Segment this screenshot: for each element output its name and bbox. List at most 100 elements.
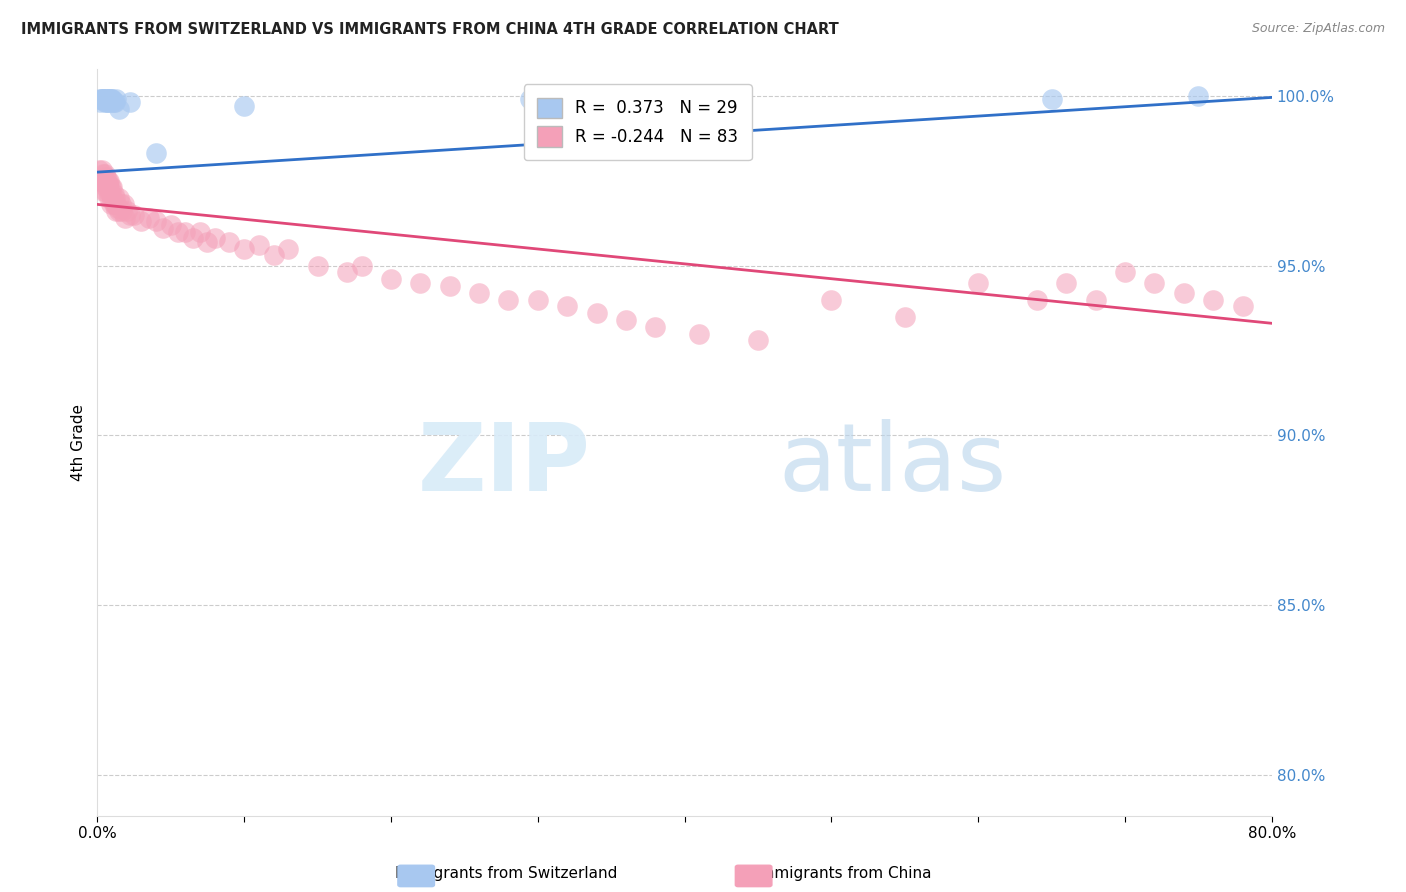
Text: Immigrants from China: Immigrants from China bbox=[755, 866, 932, 881]
Point bbox=[96, 170, 118, 185]
Point bbox=[96, 180, 118, 194]
Point bbox=[90, 163, 112, 178]
Point bbox=[263, 248, 285, 262]
Point bbox=[498, 293, 520, 307]
Text: atlas: atlas bbox=[779, 418, 1007, 510]
Point bbox=[97, 92, 120, 106]
Point bbox=[138, 211, 160, 225]
Point bbox=[519, 92, 541, 106]
Point bbox=[131, 214, 153, 228]
Point bbox=[1143, 276, 1166, 290]
Y-axis label: 4th Grade: 4th Grade bbox=[72, 404, 86, 481]
Point bbox=[114, 211, 136, 225]
Point bbox=[89, 173, 111, 187]
Point bbox=[118, 95, 141, 110]
Point bbox=[439, 279, 461, 293]
Point bbox=[100, 187, 122, 202]
Point bbox=[555, 299, 578, 313]
Point bbox=[101, 92, 124, 106]
Point bbox=[181, 231, 204, 245]
Point bbox=[98, 95, 121, 110]
Point bbox=[1054, 276, 1077, 290]
Point bbox=[108, 204, 131, 219]
Point bbox=[101, 95, 124, 110]
Point bbox=[277, 242, 299, 256]
Point bbox=[100, 92, 122, 106]
Point bbox=[468, 285, 491, 300]
Point bbox=[108, 191, 131, 205]
Point bbox=[97, 95, 120, 110]
Point bbox=[233, 99, 256, 113]
Point bbox=[110, 197, 132, 211]
Point bbox=[97, 173, 120, 187]
Point bbox=[97, 180, 120, 194]
Point bbox=[1114, 265, 1136, 279]
Point bbox=[159, 218, 181, 232]
Point bbox=[118, 208, 141, 222]
Point bbox=[112, 197, 135, 211]
Point bbox=[1232, 299, 1254, 313]
Point bbox=[98, 180, 121, 194]
Point bbox=[105, 197, 128, 211]
Point bbox=[93, 173, 115, 187]
Point bbox=[247, 238, 270, 252]
Point bbox=[122, 208, 145, 222]
Point bbox=[409, 276, 432, 290]
Point bbox=[188, 225, 211, 239]
Point bbox=[90, 92, 112, 106]
Text: IMMIGRANTS FROM SWITZERLAND VS IMMIGRANTS FROM CHINA 4TH GRADE CORRELATION CHART: IMMIGRANTS FROM SWITZERLAND VS IMMIGRANT… bbox=[21, 22, 839, 37]
Point bbox=[111, 204, 134, 219]
Point bbox=[1084, 293, 1107, 307]
Point bbox=[152, 221, 174, 235]
Point bbox=[307, 259, 329, 273]
Point bbox=[101, 191, 124, 205]
Point bbox=[894, 310, 917, 324]
Point bbox=[336, 265, 359, 279]
Point bbox=[197, 235, 219, 249]
Point bbox=[233, 242, 256, 256]
Point bbox=[527, 293, 550, 307]
Text: Source: ZipAtlas.com: Source: ZipAtlas.com bbox=[1251, 22, 1385, 36]
Point bbox=[93, 184, 115, 198]
Point bbox=[101, 180, 124, 194]
Point bbox=[87, 92, 110, 106]
Point bbox=[98, 173, 121, 187]
Text: ZIP: ZIP bbox=[418, 418, 591, 510]
Point bbox=[107, 201, 129, 215]
Point bbox=[204, 231, 226, 245]
Text: Immigrants from Switzerland: Immigrants from Switzerland bbox=[395, 866, 617, 881]
Point bbox=[90, 92, 112, 106]
Point bbox=[644, 319, 666, 334]
Point bbox=[688, 326, 710, 341]
Point bbox=[967, 276, 990, 290]
Point bbox=[100, 92, 122, 106]
Point bbox=[105, 92, 128, 106]
Legend: R =  0.373   N = 29, R = -0.244   N = 83: R = 0.373 N = 29, R = -0.244 N = 83 bbox=[523, 85, 752, 160]
Point bbox=[96, 177, 118, 191]
Point bbox=[97, 92, 120, 106]
Point bbox=[218, 235, 240, 249]
Point bbox=[98, 92, 121, 106]
Point bbox=[1173, 285, 1195, 300]
Point bbox=[100, 197, 122, 211]
Point bbox=[97, 184, 120, 198]
Point bbox=[167, 225, 190, 239]
Point bbox=[91, 92, 114, 106]
Point bbox=[91, 167, 114, 181]
Point bbox=[103, 197, 125, 211]
Point bbox=[90, 173, 112, 187]
Point bbox=[104, 197, 127, 211]
Point bbox=[104, 95, 127, 110]
Point bbox=[1202, 293, 1225, 307]
Point bbox=[105, 204, 128, 219]
Point bbox=[108, 103, 131, 117]
Point bbox=[1026, 293, 1049, 307]
Point bbox=[97, 177, 120, 191]
Point bbox=[1040, 92, 1063, 106]
Point bbox=[614, 313, 637, 327]
Point bbox=[820, 293, 842, 307]
Point bbox=[91, 92, 114, 106]
Point bbox=[103, 187, 125, 202]
Point bbox=[1187, 88, 1209, 103]
Point bbox=[91, 184, 114, 198]
